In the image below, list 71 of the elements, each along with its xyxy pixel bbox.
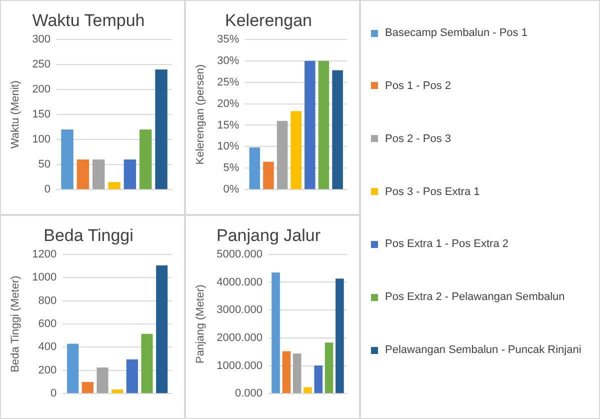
- bar: [108, 182, 120, 190]
- bar: [82, 382, 94, 394]
- y-tick-label: 50: [38, 158, 51, 171]
- bar: [276, 120, 288, 190]
- bar: [155, 69, 168, 190]
- bar: [67, 344, 79, 394]
- y-tick-label: 25%: [217, 76, 240, 88]
- y-tick-label: 1000: [32, 272, 57, 284]
- y-tick-label: 35%: [217, 33, 240, 46]
- bar: [141, 334, 153, 394]
- y-tick-label: 5%: [223, 162, 240, 174]
- y-tick-label: 150: [32, 108, 51, 121]
- bar: [318, 60, 330, 190]
- bar: [126, 359, 138, 394]
- legend-label: Pos 3 - Pos Extra 1: [385, 186, 480, 198]
- legend-label: Pos 1 - Pos 2: [385, 80, 452, 92]
- bar: [76, 160, 90, 190]
- y-tick-label: 400: [38, 341, 57, 354]
- y-axis-title: Waktu (Menit): [10, 80, 22, 149]
- y-axis-title: Kelerengan (persen): [194, 64, 207, 165]
- bar: [156, 265, 168, 394]
- y-tick-label: 30%: [217, 54, 240, 67]
- bar: [314, 365, 323, 394]
- y-tick-label: 4000.000: [216, 276, 262, 288]
- chart-title: Waktu Tempuh: [32, 10, 145, 30]
- legend-label: Pos Extra 1 - Pos Extra 2: [385, 238, 508, 250]
- y-tick-label: 1000.000: [216, 360, 262, 372]
- bar: [290, 111, 302, 190]
- legend-label: Basecamp Sembalun - Pos 1: [385, 27, 528, 39]
- y-tick-label: 200: [38, 364, 57, 376]
- bar: [336, 278, 344, 394]
- legend-label: Pos Extra 2 - Pelawangan Sembalun: [385, 291, 565, 304]
- bar: [263, 162, 274, 190]
- y-tick-label: 0: [50, 388, 57, 400]
- y-tick-label: 1200: [32, 248, 57, 260]
- y-tick-label: 3000.000: [216, 304, 262, 316]
- y-tick-label: 2000.000: [216, 332, 262, 344]
- bar: [96, 368, 108, 394]
- bar: [249, 148, 260, 190]
- bar: [92, 160, 105, 190]
- bar: [332, 70, 343, 190]
- legend-label: Pos 2 - Pos 3: [385, 132, 452, 145]
- bar: [112, 390, 124, 394]
- y-tick-label: 10%: [217, 140, 240, 153]
- bar: [140, 130, 152, 190]
- y-tick-label: 0.000: [234, 388, 262, 400]
- y-tick-label: 200: [32, 84, 51, 96]
- bar: [282, 351, 291, 394]
- bar: [124, 160, 136, 190]
- y-tick-label: 20%: [217, 98, 240, 110]
- bar: [304, 60, 316, 190]
- y-tick-label: 800: [38, 294, 57, 307]
- y-tick-label: 0%: [223, 184, 240, 196]
- y-tick-label: 250: [32, 58, 51, 70]
- y-tick-label: 15%: [217, 119, 240, 132]
- bar: [324, 342, 334, 394]
- y-tick-label: 600: [38, 318, 57, 330]
- bar: [292, 354, 302, 394]
- chart-title: Panjang Jalur: [216, 226, 321, 245]
- bar: [61, 130, 74, 190]
- y-tick-label: 5000.000: [216, 248, 262, 260]
- y-tick-label: 0: [44, 184, 51, 196]
- y-axis-title: Panjang (Meter): [194, 284, 207, 364]
- chart-title: Kelerengan: [225, 10, 312, 30]
- chart-title: Beda Tinggi: [44, 226, 134, 245]
- legend-label: Pelawangan Sembalun - Puncak Rinjani: [385, 344, 582, 356]
- y-tick-label: 300: [32, 33, 51, 46]
- bar: [272, 272, 280, 394]
- y-tick-label: 100: [32, 134, 51, 146]
- y-axis-title: Beda Tinggi (Meter): [10, 276, 22, 372]
- bar: [304, 387, 312, 394]
